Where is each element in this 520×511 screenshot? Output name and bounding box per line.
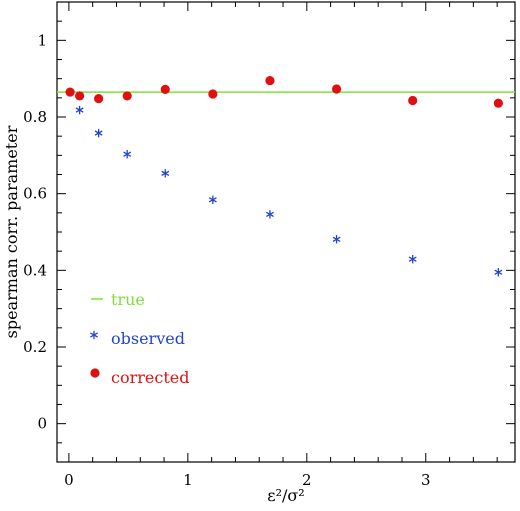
corrected-point — [408, 95, 418, 106]
y-tick-label: 0 — [37, 415, 47, 433]
legend-corrected-dot — [90, 368, 100, 378]
legend-label-corrected: corrected — [111, 368, 189, 387]
corrected-point — [265, 75, 275, 86]
corrected-point — [94, 94, 104, 104]
x-tick-label: 2 — [302, 471, 312, 489]
observed-point — [161, 169, 170, 178]
observed-point — [208, 195, 217, 204]
y-tick-label: 1 — [37, 31, 47, 49]
y-tick-label: 0.6 — [23, 185, 47, 203]
axis-ticks — [57, 2, 515, 463]
observed-point — [75, 105, 84, 115]
star-stroke — [332, 236, 341, 242]
x-axis-label: ε²/σ² — [267, 486, 304, 505]
data-marks — [57, 75, 515, 277]
observed-point — [408, 255, 417, 264]
star-stroke — [265, 211, 274, 218]
corrected-point — [160, 84, 170, 94]
star-stroke — [123, 151, 132, 157]
star-stroke — [94, 130, 103, 136]
y-tick-label: 0.2 — [23, 338, 47, 356]
legend: true observed corrected — [90, 290, 189, 387]
star-stroke — [75, 107, 84, 113]
legend-label-observed: observed — [111, 329, 185, 348]
observed-point — [265, 210, 274, 219]
y-tick-label: 0.4 — [23, 261, 47, 279]
x-tick-label: 0 — [64, 471, 74, 489]
axis-tick-labels: 0 1 2 3 0 0.2 0.4 0.6 0.8 1 — [23, 31, 430, 489]
corrected-point — [331, 84, 342, 94]
y-axis-label: spearman corr. parameter — [2, 125, 21, 338]
corrected-point — [75, 91, 85, 101]
x-tick-label: 3 — [421, 471, 431, 489]
legend-observed-star — [90, 330, 98, 340]
star-stroke — [90, 332, 98, 338]
star-stroke — [208, 197, 217, 203]
star-stroke — [494, 269, 503, 275]
observed-point — [94, 128, 103, 138]
star-stroke — [408, 256, 417, 262]
corrected-point — [65, 87, 75, 97]
y-tick-label: 0.8 — [23, 108, 47, 126]
corrected-point — [493, 98, 503, 108]
observed-point — [123, 149, 132, 159]
star-stroke — [161, 170, 170, 177]
observed-point — [332, 235, 341, 244]
x-tick-label: 1 — [183, 471, 193, 489]
legend-label-true: true — [111, 290, 145, 309]
plot-frame — [56, 1, 516, 463]
corrected-point — [122, 91, 132, 101]
observed-point — [494, 268, 503, 277]
corrected-point — [208, 89, 218, 99]
